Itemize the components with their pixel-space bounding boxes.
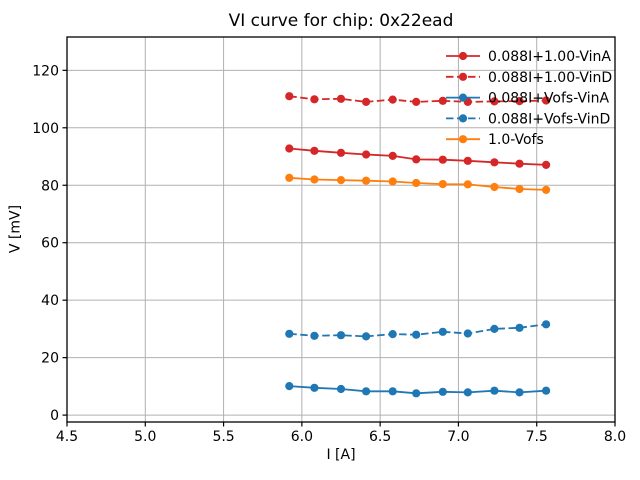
- legend-item: 0.088I+Vofs-VinA: [446, 91, 609, 107]
- data-point-marker: [310, 331, 319, 340]
- data-point-marker: [463, 329, 472, 338]
- x-tick-label: 4.5: [56, 429, 78, 445]
- data-point-marker: [310, 175, 319, 184]
- data-point-marker: [515, 388, 524, 397]
- x-tick-label: 6.0: [291, 429, 313, 445]
- y-tick-label: 60: [41, 236, 59, 252]
- y-tick-label: 80: [41, 178, 59, 194]
- data-point-marker: [542, 160, 551, 169]
- legend-marker-dot: [458, 114, 468, 123]
- data-point-marker: [336, 94, 346, 103]
- data-point-marker: [412, 155, 421, 164]
- data-point-marker: [310, 383, 319, 392]
- data-point-marker: [542, 320, 551, 329]
- data-point-marker: [285, 329, 294, 338]
- data-point-marker: [438, 387, 447, 396]
- series-3: [285, 320, 551, 341]
- data-point-marker: [362, 332, 371, 341]
- data-point-marker: [490, 97, 499, 106]
- data-point-marker: [388, 387, 397, 396]
- data-point-marker: [490, 386, 499, 395]
- legend-marker-dot: [458, 93, 468, 102]
- x-tick-label: 7.0: [447, 429, 469, 445]
- data-point-marker: [310, 95, 319, 104]
- data-point-marker: [285, 382, 294, 391]
- series-2: [285, 382, 551, 398]
- data-point-marker: [362, 176, 371, 185]
- x-tick-label: 5.5: [212, 429, 234, 445]
- x-axis: 4.5 5.0 5.5 6.0 6.5 7.0 7.5 8.0: [56, 422, 626, 445]
- data-point-marker: [336, 384, 346, 394]
- x-tick-label: 5.0: [134, 429, 156, 445]
- series-4: [285, 173, 551, 194]
- legend-label: 0.088I+Vofs-VinA: [488, 91, 609, 107]
- data-point-marker: [362, 150, 371, 159]
- data-point-marker: [463, 388, 472, 397]
- data-point-marker: [388, 177, 397, 186]
- legend: 0.088I+1.00-VinA 0.088I+1.00-VinD 0.088I+V…: [446, 49, 612, 148]
- y-tick-label: 100: [32, 121, 59, 137]
- data-point-marker: [438, 327, 447, 336]
- data-point-marker: [285, 144, 294, 153]
- x-tick-label: 6.5: [369, 429, 391, 445]
- legend-label: 1.0-Vofs: [488, 132, 544, 148]
- data-point-marker: [412, 97, 421, 106]
- data-point-marker: [438, 96, 447, 105]
- legend-marker-dot: [458, 51, 468, 61]
- legend-item: 0.088I+1.00-VinA: [446, 49, 611, 65]
- legend-marker-dot: [458, 135, 468, 144]
- legend-item: 1.0-Vofs: [446, 132, 544, 148]
- series-0: [285, 144, 551, 169]
- data-point-marker: [542, 386, 551, 395]
- legend-item: 0.088I+Vofs-VinD: [446, 111, 610, 127]
- legend-item: 0.088I+1.00-VinD: [446, 70, 612, 86]
- data-point-marker: [362, 387, 371, 396]
- data-point-marker: [336, 331, 346, 340]
- legend-marker-dot: [458, 72, 468, 81]
- legend-label: 0.088I+1.00-VinA: [488, 49, 611, 65]
- data-point-marker: [463, 156, 472, 165]
- data-point-marker: [515, 159, 524, 168]
- y-tick-label: 120: [32, 63, 59, 79]
- data-point-marker: [490, 182, 499, 192]
- y-tick-label: 20: [41, 351, 59, 367]
- legend-label: 0.088I+1.00-VinD: [488, 70, 612, 86]
- data-point-marker: [388, 95, 397, 104]
- y-axis: 0 20 40 60 80 100 120: [32, 63, 67, 424]
- data-point-marker: [388, 151, 397, 160]
- y-tick-label: 40: [41, 293, 59, 309]
- chart-title: VI curve for chip: 0x22ead: [228, 11, 454, 31]
- data-point-marker: [388, 330, 397, 339]
- data-point-marker: [412, 178, 421, 188]
- axes-spines: [66, 36, 616, 423]
- data-point-marker: [515, 97, 524, 106]
- x-tick-label: 8.0: [604, 429, 626, 445]
- data-point-marker: [542, 96, 551, 105]
- data-point-marker: [490, 324, 499, 333]
- data-point-marker: [362, 97, 371, 106]
- data-point-marker: [310, 146, 319, 155]
- legend-label: 0.088I+Vofs-VinD: [488, 111, 610, 127]
- y-tick-label: 0: [50, 408, 59, 424]
- data-point-marker: [515, 323, 524, 332]
- data-point-marker: [438, 155, 447, 164]
- data-point-marker: [412, 389, 421, 398]
- data-point-marker: [285, 173, 294, 182]
- data-point-marker: [490, 158, 499, 167]
- data-point-marker: [336, 176, 346, 185]
- data-point-marker: [515, 184, 524, 194]
- data-point-marker: [285, 92, 294, 101]
- data-point-marker: [438, 180, 447, 189]
- data-point-marker: [336, 148, 346, 157]
- data-point-marker: [463, 180, 472, 189]
- x-tick-label: 7.5: [526, 429, 548, 445]
- x-axis-label: I [A]: [326, 447, 356, 463]
- data-point-marker: [412, 330, 421, 339]
- series-1: [285, 92, 551, 106]
- data-point-marker: [542, 185, 551, 194]
